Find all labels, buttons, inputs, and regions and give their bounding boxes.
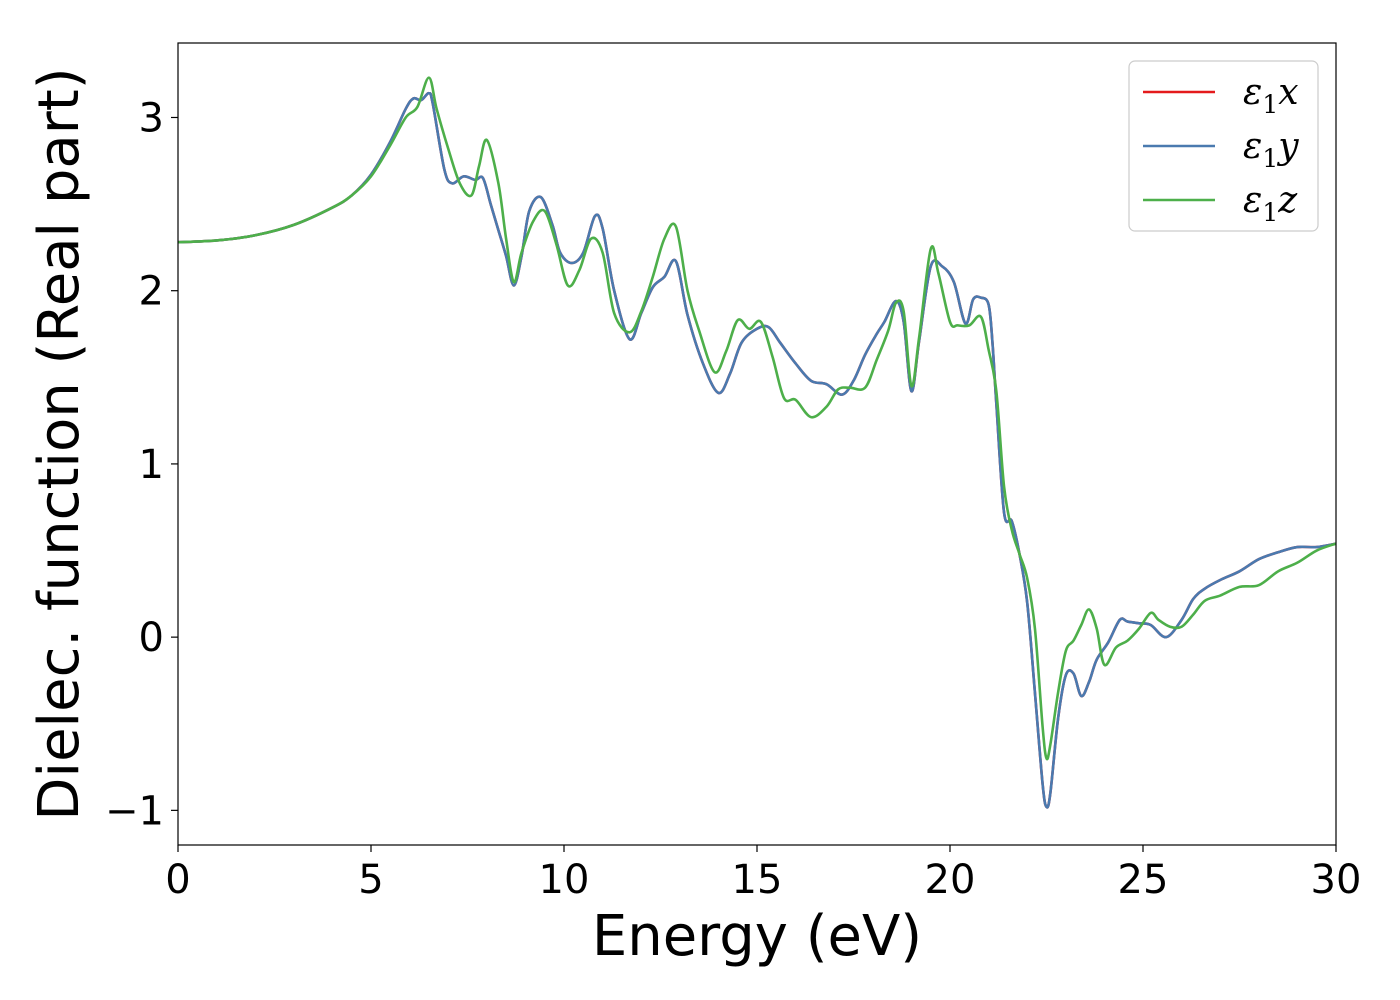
x-tick-label: 25: [1118, 857, 1169, 903]
legend-box: [1128, 60, 1319, 232]
y-tick-label: 0: [139, 615, 164, 661]
x-tick-label: 15: [732, 857, 783, 903]
y-tick-label: 3: [139, 95, 164, 141]
y-axis-label: Dielec. function (Real part): [27, 67, 92, 820]
x-tick-label: 10: [539, 857, 590, 903]
y-tick-label: 1: [139, 442, 164, 488]
x-axis-label: Energy (eV): [592, 904, 922, 969]
series-line-z: [178, 76, 1336, 761]
series-lines: [178, 76, 1336, 809]
y-tick-label: −1: [105, 788, 164, 834]
y-axis: −1 0 1 2 3: [105, 95, 178, 834]
legend-label-z: ε1z: [1243, 180, 1298, 227]
x-tick-label: 20: [925, 857, 976, 903]
legend-label-x: ε1x: [1243, 72, 1299, 119]
legend-label-y: ε1y: [1243, 126, 1299, 173]
x-tick-label: 0: [165, 857, 190, 903]
x-tick-label: 30: [1311, 857, 1362, 903]
y-tick-label: 2: [139, 269, 164, 315]
x-axis: 0 5 10 15 20 25 30: [165, 845, 1361, 903]
legend: ε1x ε1y ε1z: [1128, 60, 1319, 232]
x-tick-label: 5: [358, 857, 383, 903]
